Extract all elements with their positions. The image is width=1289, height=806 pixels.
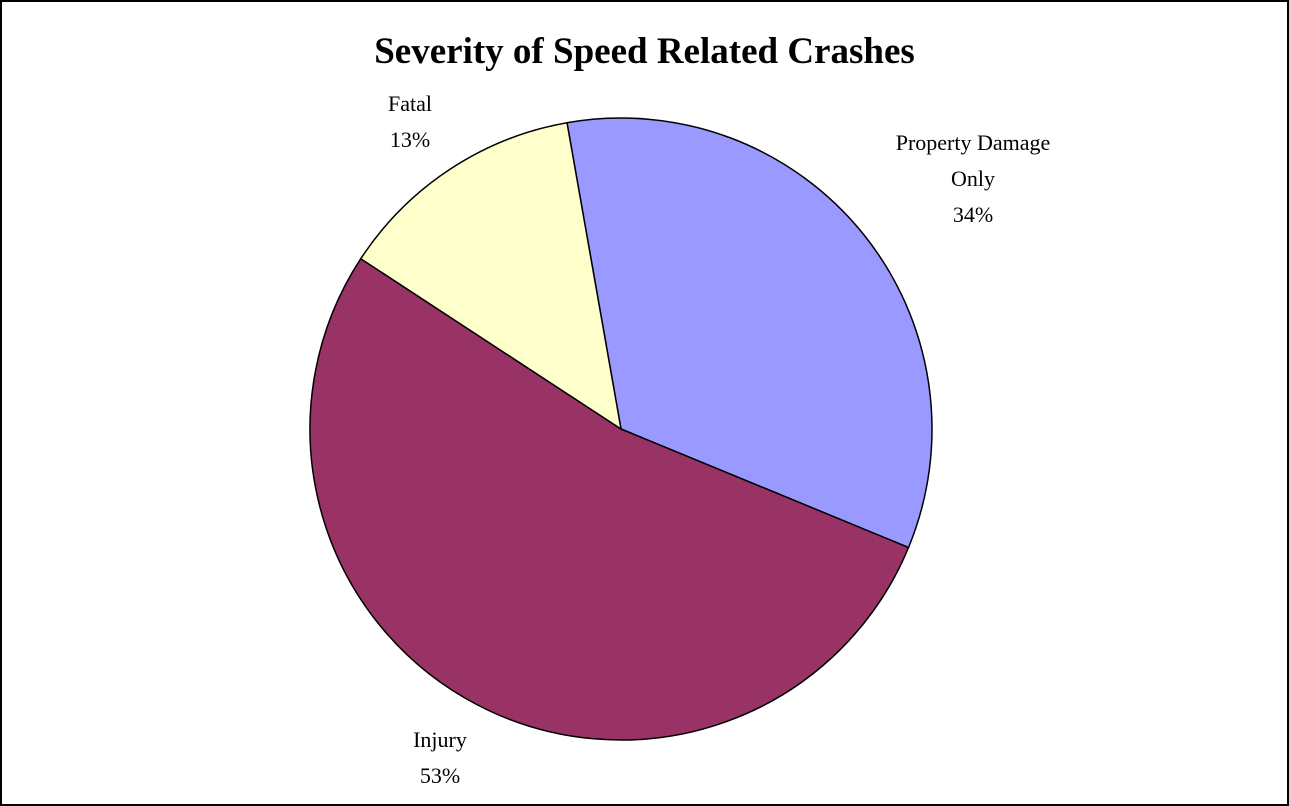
slice-label: Property Damage Only 34% bbox=[853, 125, 1093, 233]
slice-label: Injury 53% bbox=[320, 722, 560, 794]
slice-value: 34% bbox=[952, 202, 994, 227]
slice-name: Fatal bbox=[388, 91, 432, 116]
pie-slice bbox=[309, 257, 910, 741]
chart-title: Severity of Speed Related Crashes bbox=[374, 31, 915, 72]
pie-slice bbox=[566, 117, 933, 549]
slice-name: Injury bbox=[413, 727, 467, 752]
slice-value: 13% bbox=[389, 127, 431, 152]
slice-label: Fatal 13% bbox=[290, 86, 530, 158]
slice-name: Property Damage Only bbox=[895, 130, 1051, 191]
slice-value: 53% bbox=[419, 763, 461, 788]
pie-slice bbox=[359, 121, 623, 431]
